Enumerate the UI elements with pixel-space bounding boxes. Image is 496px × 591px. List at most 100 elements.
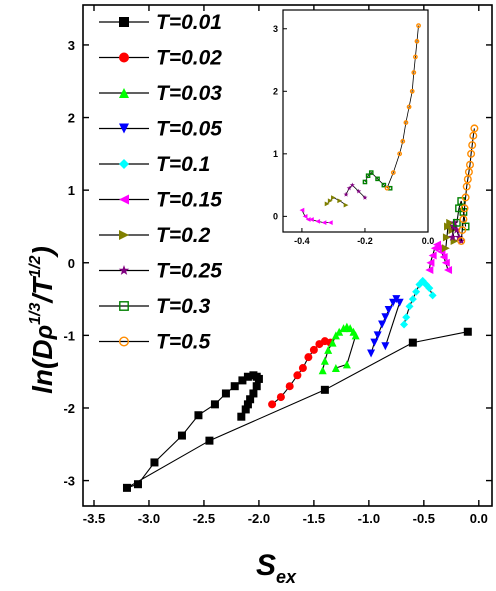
data-point (468, 141, 477, 150)
data-point (464, 167, 473, 176)
data-point (346, 324, 355, 333)
data-point (318, 366, 327, 375)
y-tick-label: 0 (68, 256, 75, 271)
data-point (298, 364, 307, 373)
inset-x-tick-label: -0.2 (357, 236, 373, 246)
series-T=0.01 (122, 327, 472, 492)
data-point (400, 320, 409, 329)
inset-data-point (411, 70, 417, 75)
data-point (469, 131, 478, 140)
inset-y-tick-label: 0 (273, 211, 278, 221)
x-tick-label: -3.0 (138, 511, 160, 526)
inset-data-point (327, 220, 333, 226)
main-data-marks (122, 124, 479, 492)
legend: T=0.01 T=0.02 T=0.03 T=0.05 T=0.1 T=0.15 T=0.2… (99, 11, 222, 354)
legend-marker (118, 265, 130, 275)
data-point (458, 226, 467, 235)
inset-data-point (302, 213, 308, 219)
data-point (425, 284, 434, 293)
legend-marker (119, 52, 129, 63)
legend-marker (119, 159, 129, 169)
inset-y-tick-label: 1 (273, 149, 278, 159)
data-point (444, 222, 453, 231)
data-point (441, 244, 450, 253)
series-T=0.5 (457, 124, 479, 245)
legend-item: T=0.1 (99, 153, 210, 176)
data-point (408, 295, 417, 304)
data-point (351, 331, 360, 340)
data-point (254, 374, 263, 383)
data-point (450, 218, 459, 227)
data-point (381, 342, 390, 351)
y-tick-label: -1 (63, 328, 75, 343)
inset-x-tick-label: -0.4 (294, 236, 310, 246)
data-point (452, 225, 461, 234)
inset-data-point (416, 23, 421, 29)
y-axis-title: ln(Dρ1/3/T1/2) (27, 246, 58, 394)
inset-data-point (412, 54, 418, 60)
data-point (243, 372, 252, 381)
data-point (246, 395, 255, 404)
data-point (133, 480, 142, 489)
data-point (452, 218, 461, 227)
inset-series-T=0.25 (343, 182, 368, 200)
legend-label: T=0.02 (156, 47, 222, 70)
legend-marker (119, 194, 129, 205)
data-point (408, 338, 417, 347)
data-point (439, 252, 448, 261)
data-point (293, 371, 302, 380)
data-point (412, 287, 421, 296)
data-point (122, 483, 131, 492)
data-point (442, 233, 451, 242)
legend-item: T=0.2 (99, 224, 211, 247)
series-T=0.03 (318, 322, 360, 375)
data-point (320, 356, 329, 365)
legend-marker (119, 88, 129, 98)
data-point (221, 389, 230, 398)
inset-data-point (375, 176, 380, 182)
data-point (425, 266, 434, 275)
legend-label: T=0.1 (156, 153, 210, 176)
y-tick-label: 3 (68, 38, 75, 53)
x-tick-label: -3.5 (83, 511, 105, 526)
data-point (230, 382, 239, 391)
data-point (459, 215, 468, 224)
legend-marker (118, 336, 129, 347)
data-point (194, 411, 203, 420)
data-point (466, 160, 475, 169)
inset-data-point (362, 195, 368, 200)
main-axes: -3.5 -3.0 -2.5 -2.0 -1.5 -1.0 -0.5 0.0 -3 -2 -1 0 1 2… (63, 4, 493, 526)
inset-data-point (397, 151, 403, 157)
inset-data-point (414, 38, 420, 44)
series-T=0.1 (400, 276, 437, 329)
data-point (243, 400, 252, 409)
data-point (395, 298, 404, 307)
data-point (328, 338, 337, 347)
x-tick-label: -2.0 (248, 511, 270, 526)
data-point (384, 305, 393, 314)
data-point (249, 389, 258, 398)
y-tick-label: -3 (63, 474, 75, 489)
inset-data-point (403, 120, 409, 125)
legend-item: T=0.3 (99, 295, 211, 318)
inset-data-point (400, 138, 406, 144)
data-point (461, 193, 470, 202)
data-point (309, 345, 318, 354)
y-tick-label: 2 (68, 111, 75, 126)
data-point (428, 291, 437, 300)
data-point (381, 313, 390, 322)
data-point (335, 327, 344, 336)
series-line (460, 128, 475, 242)
data-point (324, 345, 333, 354)
series-line (126, 331, 468, 489)
x-tick-label: -1.5 (303, 511, 325, 526)
inset-data-point (406, 104, 412, 110)
data-point (238, 376, 247, 385)
inset-y-tick-label: 2 (273, 86, 278, 96)
inset-data-point (308, 217, 314, 222)
inset-series-T=0.2 (324, 195, 349, 208)
inset-data-point (346, 185, 352, 191)
data-point (462, 182, 471, 191)
legend-label: T=0.3 (156, 295, 211, 318)
